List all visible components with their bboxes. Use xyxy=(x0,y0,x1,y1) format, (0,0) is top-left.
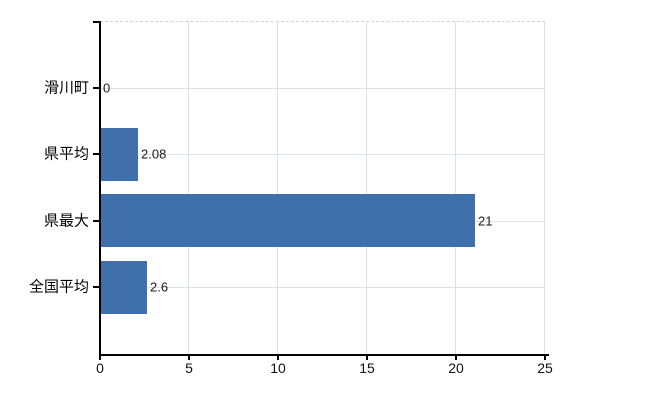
x-axis-tick xyxy=(366,356,368,360)
x-axis-tick xyxy=(99,356,101,360)
bar xyxy=(101,261,147,314)
plot-area: 0 2.08 21 2.6 xyxy=(100,21,545,354)
x-axis-tick xyxy=(188,356,190,360)
value-label: 2.08 xyxy=(141,146,167,162)
x-tick-label: 5 xyxy=(185,360,193,376)
gridline-vertical xyxy=(277,21,278,354)
y-axis-tick xyxy=(93,87,100,89)
y-axis-tick xyxy=(93,153,100,155)
bar xyxy=(101,128,138,181)
value-label: 2.6 xyxy=(150,279,169,295)
gridline-vertical xyxy=(544,21,545,354)
y-axis-tick xyxy=(93,220,100,222)
gridline-horizontal xyxy=(100,88,545,89)
y-axis-tick xyxy=(93,286,100,288)
value-label: 0 xyxy=(103,80,111,96)
category-label: 全国平均 xyxy=(28,278,89,296)
x-tick-label: 20 xyxy=(448,360,464,376)
gridline-vertical xyxy=(188,21,189,354)
category-label: 県平均 xyxy=(43,145,89,163)
category-label: 県最大 xyxy=(43,212,89,230)
x-tick-label: 15 xyxy=(359,360,375,376)
x-tick-label: 0 xyxy=(96,360,104,376)
x-tick-label: 10 xyxy=(270,360,286,376)
y-axis-line xyxy=(99,21,101,354)
x-axis-line xyxy=(99,354,549,356)
gridline-horizontal xyxy=(100,154,545,155)
x-axis-tick xyxy=(455,356,457,360)
value-label: 21 xyxy=(478,213,493,229)
gridline-horizontal xyxy=(100,287,545,288)
category-label: 滑川町 xyxy=(43,79,89,97)
plot-top-border xyxy=(100,21,545,22)
x-axis-tick xyxy=(277,356,279,360)
gridline-vertical xyxy=(366,21,367,354)
gridline-vertical xyxy=(455,21,456,354)
x-tick-label: 25 xyxy=(537,360,553,376)
bar xyxy=(101,194,475,247)
x-axis-tick xyxy=(544,356,546,360)
y-axis-end-tick xyxy=(93,21,100,23)
